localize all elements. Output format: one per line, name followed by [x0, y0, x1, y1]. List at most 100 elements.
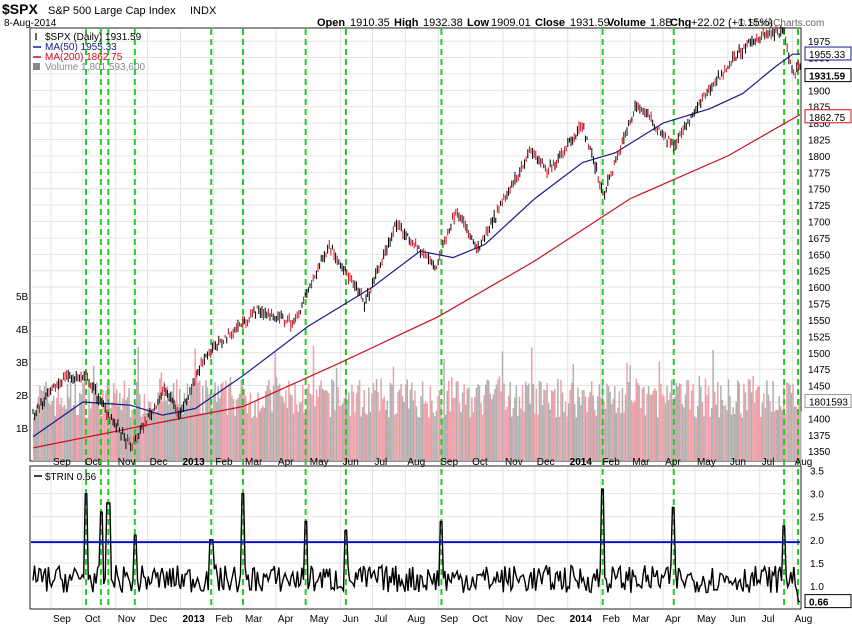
volume-bar [463, 384, 465, 461]
volume-bar [209, 393, 212, 461]
volume-bar [635, 379, 638, 461]
volume-bar [249, 392, 252, 461]
volume-bar [417, 416, 419, 461]
high-value: 1932.38 [423, 17, 463, 29]
volume-bar [524, 381, 527, 461]
volume-bar [171, 391, 173, 461]
volume-bar [288, 380, 290, 461]
volume-bar [411, 382, 413, 461]
volume-bar [143, 394, 146, 461]
volume-bar [557, 378, 559, 461]
volume-bar [168, 404, 170, 461]
ma50-tag-box [804, 46, 852, 61]
volume-bar [489, 393, 492, 461]
volume-bar [587, 397, 590, 461]
volume-bar [491, 399, 493, 461]
volume-bar [368, 387, 370, 461]
trin-line [32, 488, 800, 603]
volume-bar [265, 391, 267, 461]
x-tick-label: Jun [730, 614, 746, 624]
volume-bar [680, 384, 682, 461]
x-tick-label: Sep [440, 614, 458, 624]
index-name: S&P 500 Large Cap Index [48, 5, 176, 17]
volume-bar [784, 413, 787, 461]
volume-bar [637, 383, 639, 461]
volume-bar [441, 417, 444, 461]
volume-bar [787, 383, 790, 461]
volume-bar [283, 402, 286, 461]
volume-bar [598, 384, 601, 461]
volume-bar [154, 413, 156, 461]
volume-bar [314, 405, 316, 461]
volume-bar [180, 409, 183, 461]
x-tick-label: Aug [795, 614, 813, 624]
volume-bar [375, 379, 378, 461]
volume-bar [623, 412, 625, 461]
volume-bar [471, 397, 473, 461]
price-tick-label: 1525 [808, 332, 831, 343]
volume-bar [406, 379, 409, 461]
volume-bar [475, 387, 478, 461]
volume-bar [86, 417, 89, 461]
volume-bar [426, 403, 428, 461]
volume-bar [298, 403, 301, 461]
volume-bar [189, 394, 192, 461]
volume-bar [217, 386, 219, 461]
volume-bar [732, 407, 734, 461]
volume-bar [428, 417, 430, 461]
open-value: 1910.35 [350, 17, 390, 29]
volume-bar [246, 413, 249, 461]
chg-value: +22.02 (+1.15%) [691, 17, 773, 29]
volume-bar [523, 411, 525, 461]
price-tick-label: 1700 [808, 218, 831, 229]
volume-bar [109, 408, 112, 461]
volume-bar [308, 383, 310, 461]
x-tick-label: Feb [603, 614, 621, 624]
volume-bar [295, 404, 298, 461]
volume-bar [325, 390, 327, 461]
volume-bar [624, 394, 627, 461]
volume-bar [222, 382, 224, 461]
price-tick-label: 1450 [808, 382, 831, 393]
volume-bar [229, 377, 232, 461]
volume-bar [421, 381, 424, 461]
volume-bar [514, 397, 516, 461]
volume-bar [132, 408, 135, 461]
volume-bar [345, 393, 347, 461]
volume-bar [306, 388, 309, 461]
volume-bar [589, 391, 591, 461]
volume-bar [653, 388, 656, 461]
volume-bar [529, 403, 531, 461]
volume-bar [234, 416, 236, 461]
volume-bar [666, 385, 668, 461]
x-tick-label: Apr [665, 457, 681, 468]
volume-bar [641, 388, 644, 461]
volume-bar [723, 406, 725, 461]
volume-bar [455, 381, 458, 461]
volume-bar [311, 395, 313, 461]
volume-bar [100, 415, 103, 461]
volume-bar [71, 408, 73, 461]
volume-bar [564, 401, 567, 461]
volume-bar [786, 382, 788, 461]
volume-bar [338, 405, 341, 461]
x-tick-label: Oct [85, 614, 101, 624]
x-tick-label: Jul [762, 457, 775, 468]
volume-bar [225, 380, 227, 461]
volume-bar [432, 412, 435, 461]
volume-bar [461, 392, 464, 461]
volume-bar [52, 395, 55, 461]
volume-bar [39, 385, 41, 461]
volume-bar [511, 416, 513, 461]
price-tick-label: 1775 [808, 168, 831, 179]
volume-bar [498, 376, 501, 461]
volume-bar [707, 386, 710, 461]
volume-bar [218, 398, 221, 461]
volume-bar [630, 400, 633, 461]
volume-bar [282, 396, 284, 461]
trin-tag: 0.66 [809, 598, 829, 609]
volume-bar [51, 401, 53, 461]
volume-bar [780, 406, 782, 461]
volume-bar [743, 383, 745, 461]
